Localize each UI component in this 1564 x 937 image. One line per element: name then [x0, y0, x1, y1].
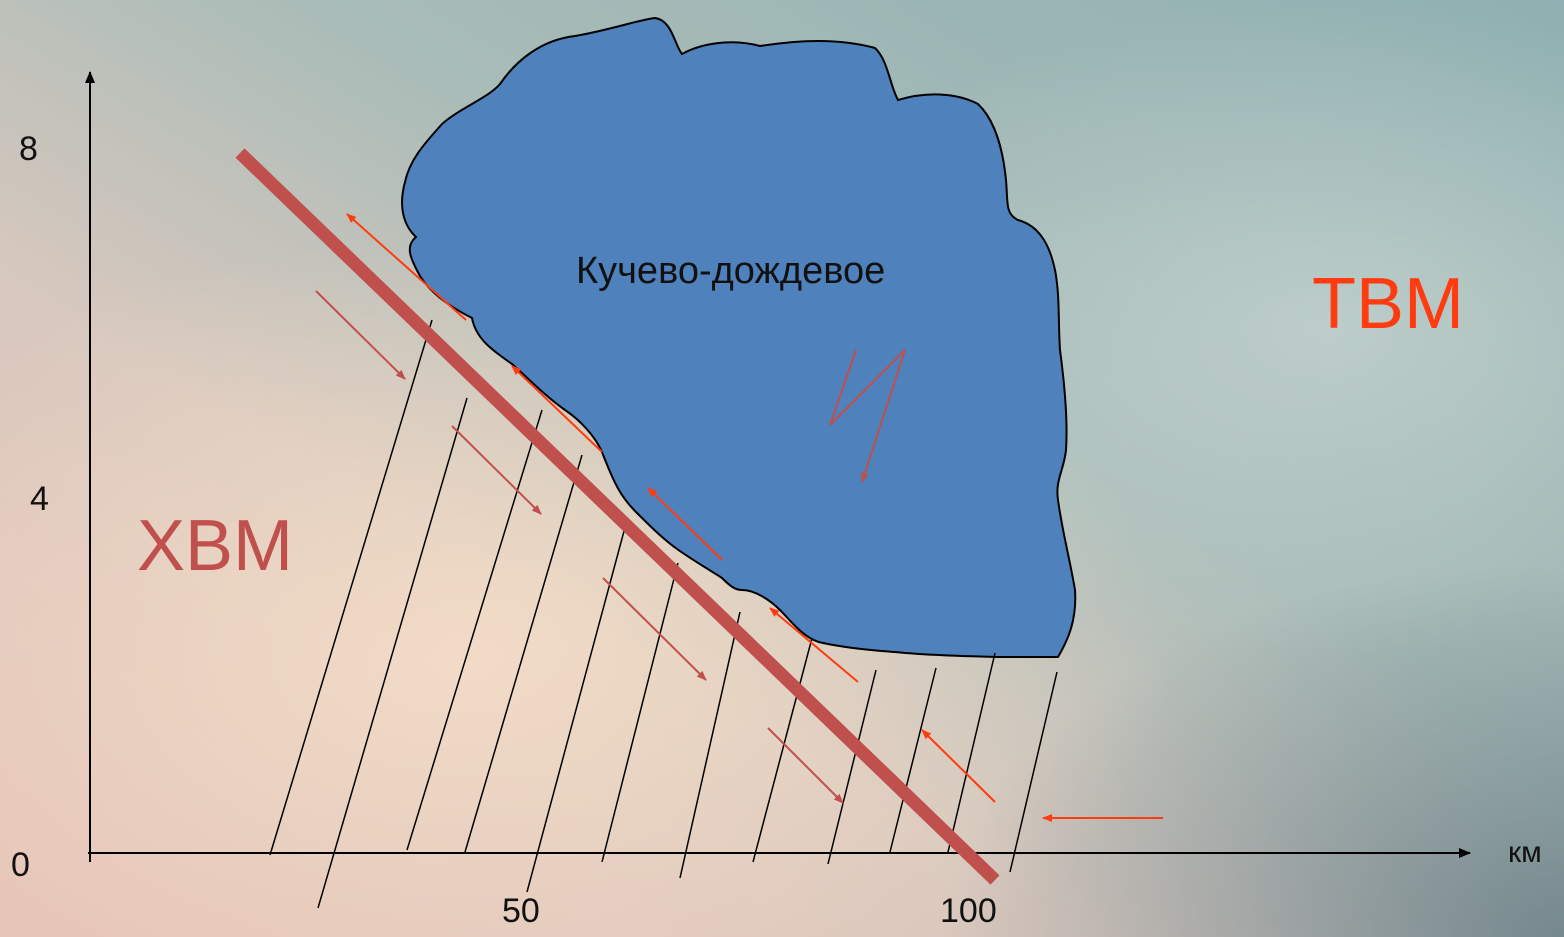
lightning-icon [829, 349, 906, 483]
rain-streak [464, 454, 583, 853]
rain-streak [679, 611, 741, 879]
rain-streak [406, 409, 543, 851]
rain-streak [827, 669, 877, 865]
rain-streak [269, 319, 433, 856]
rain-streak [601, 562, 679, 863]
rain-streak [889, 667, 937, 853]
y-tick-label: 0 [11, 846, 30, 884]
x-tick-label: 100 [940, 892, 997, 930]
y-tick-label: 8 [19, 130, 38, 168]
x-axis-unit: км [1508, 836, 1542, 869]
cloud-label: Кучево-дождевое [576, 250, 886, 292]
cold-air-mass-label: ХВМ [137, 506, 294, 586]
warm-air-arrow [921, 729, 996, 803]
cold-front-line [235, 148, 1000, 885]
y-tick-label: 4 [30, 480, 49, 518]
x-tick-label: 50 [502, 892, 540, 930]
cold-air-arrow [767, 727, 844, 804]
rain-streak [752, 637, 813, 863]
cold-air-arrow [602, 577, 707, 681]
rain-streak [1009, 671, 1058, 873]
rain-streak [947, 652, 996, 853]
rain-streak [317, 397, 468, 909]
rain-streak [526, 519, 628, 893]
warm-air-mass-label: ТВМ [1312, 264, 1464, 344]
cold-air-arrow [451, 425, 542, 515]
warm-air-arrow [647, 487, 723, 561]
cumulonimbus-cloud [401, 16, 1077, 658]
warm-air-arrow [769, 607, 859, 683]
warm-air-arrow [346, 213, 467, 321]
cold-air-arrow [315, 290, 406, 380]
warm-air-arrow [511, 365, 603, 453]
